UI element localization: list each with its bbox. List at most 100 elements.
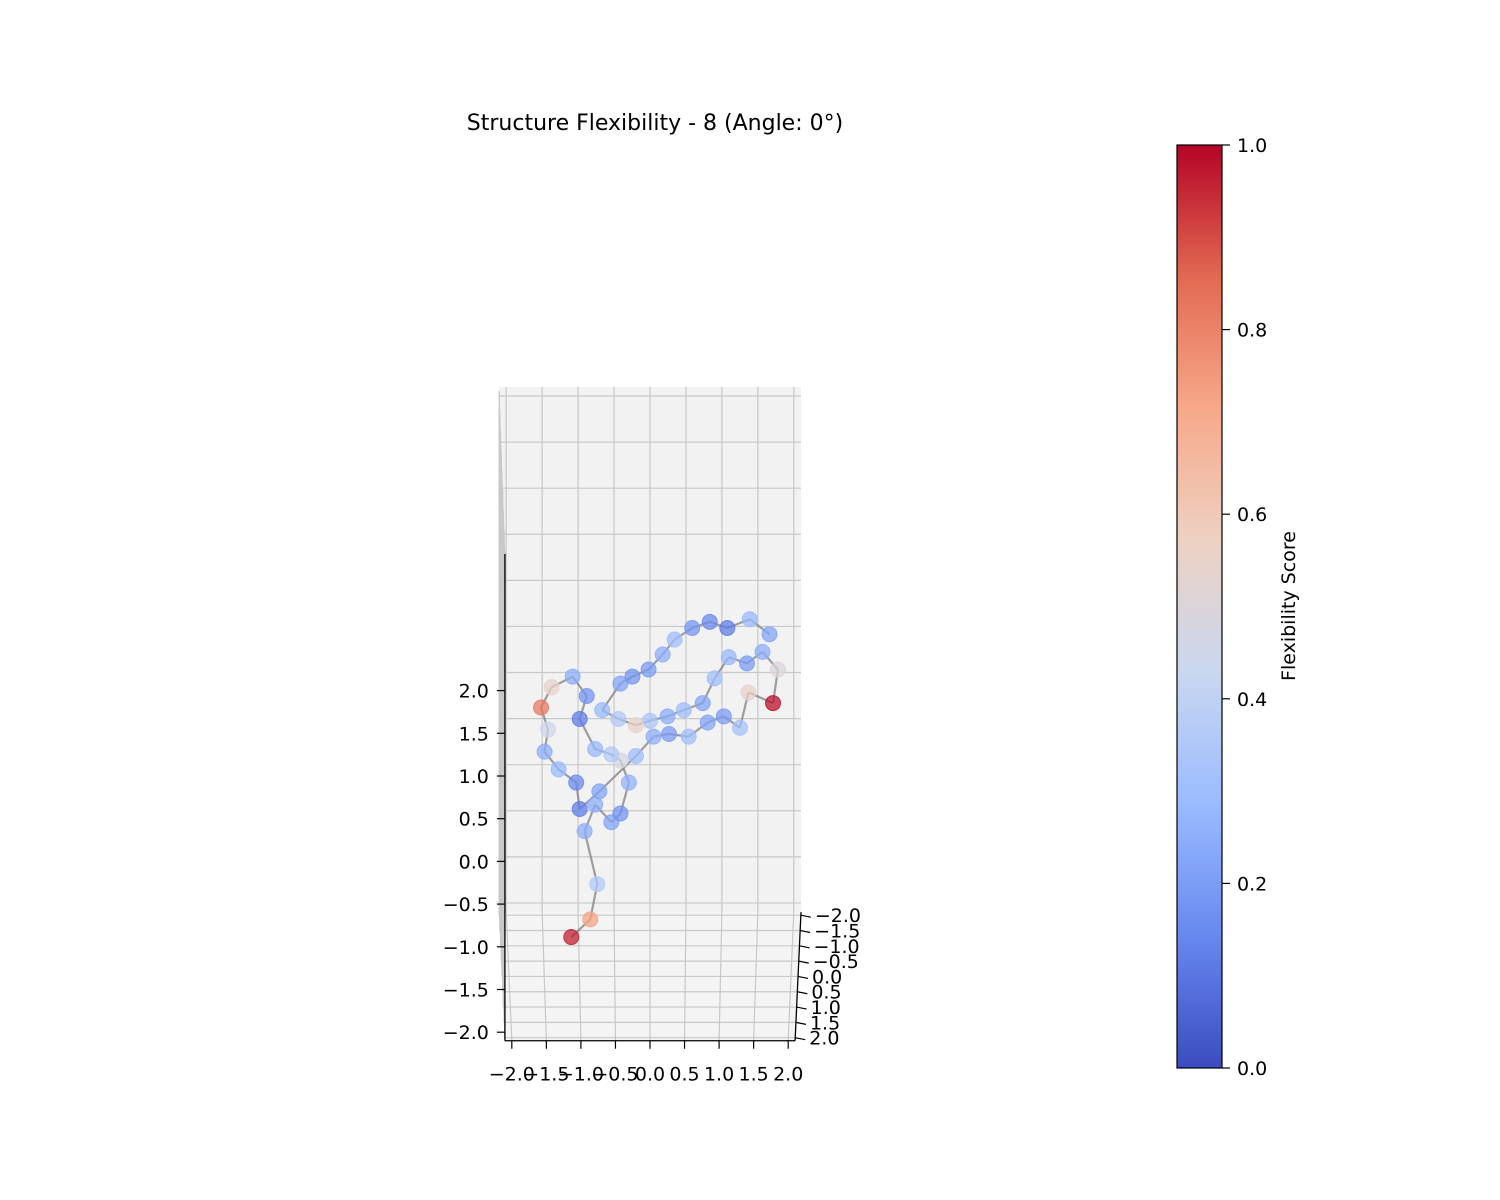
structure-point [769,661,786,678]
structure-point [731,719,748,736]
structure-point [761,626,778,643]
z-axis-ticks: −2.0 −1.5 −1.0 −0.5 0.0 0.5 1.0 1.5 2.0 [443,681,505,1044]
structure-point [720,649,737,666]
structure-point [765,695,782,712]
z-tick-label: 1.5 [459,723,489,745]
structure-point [578,688,595,705]
x-tick-label: 1.0 [704,1064,734,1086]
grid-line-z-left [498,718,506,862]
structure-point [587,740,604,757]
bond-line [598,755,637,793]
structure-point [699,714,716,731]
x-tick-label: 1.5 [739,1064,769,1086]
x-tick-label: −1.0 [558,1064,604,1086]
structure-point [739,655,756,672]
y-tick-mark [799,945,810,949]
z-tick-label: 1.0 [459,766,489,788]
structure-point [740,684,757,701]
y-tick-label: −0.5 [813,951,859,973]
colorbar-tick-label: 0.4 [1237,689,1267,711]
y-tick-label: 2.0 [809,1028,839,1050]
grid-line-z-left [498,764,506,905]
y-tick-mark [797,975,809,980]
structure-point [666,631,683,648]
colorbar-tick-label: 0.8 [1237,320,1267,342]
y-tick-mark [795,1037,806,1041]
grid-line-z-left [498,810,506,947]
grid-line-z-left [498,580,506,734]
bond-line [583,830,599,885]
x-tick-label: 0.0 [635,1064,665,1086]
z-tick-label: −1.0 [443,937,489,959]
colorbar-tick-label: 0.0 [1237,1058,1267,1080]
structure-point [533,699,550,716]
y-tick-mark [796,1006,807,1010]
structure-point [675,702,692,719]
structure-point [659,708,676,725]
structure-point [571,710,588,727]
z-tick-label: −0.5 [443,894,489,916]
y-tick-mark [795,1021,807,1025]
structure-point [701,613,718,630]
structure-point [543,679,560,696]
z-tick-label: 0.5 [459,809,489,831]
z-tick-label: 2.0 [459,681,489,703]
colorbar-ticks: 0.0 0.2 0.4 0.6 0.8 1.0 [1222,135,1267,1080]
structure-point [715,708,732,725]
grid-line-x-floor [718,912,723,1041]
structure-point [694,695,711,712]
structure-point [719,620,736,637]
colorbar-tick-label: 0.6 [1237,504,1267,526]
y-tick-label: 1.5 [810,1012,840,1034]
structure-point [654,646,671,663]
y-tick-label: 1.0 [811,997,841,1019]
y-tick-label: −1.5 [814,921,860,943]
x-tick-label: −1.5 [523,1064,569,1086]
structure-point [571,801,588,818]
grid-line-z-left [498,396,506,563]
structure-point [684,620,701,637]
y-tick-mark [800,929,811,934]
grid-line-z-left [498,672,506,819]
structure-point [536,743,553,760]
structure-point [603,746,620,763]
structure-point [645,728,662,745]
grid-lines [498,386,802,1041]
structure-point [540,721,557,738]
colorbar-gradient [1176,144,1223,1069]
x-tick-label: −2.0 [489,1064,535,1086]
grid-line-z-left [498,856,506,990]
structure-point [620,774,637,791]
colorbar: 0.0 0.2 0.4 0.6 0.8 1.0 Flexibility Score [1176,135,1300,1080]
structure-points [533,611,786,946]
y-tick-mark [800,914,811,918]
structure-point [550,761,567,778]
x-axis-ticks: −2.0−1.5−1.0−0.50.0 0.5 1.0 1.5 2.0 [489,1040,803,1086]
structure-point [612,805,629,822]
structure-point [741,611,758,628]
colorbar-label: Flexibility Score [1278,531,1300,681]
structure-point [591,783,608,800]
structure-point [612,675,629,692]
colorbar-tick-label: 0.2 [1237,873,1267,895]
structure-point [754,643,771,660]
grid-line-z-left [498,902,506,1033]
structure-point [680,728,697,745]
structure-point [564,668,581,685]
structure-point [576,823,593,840]
y-tick-mark [798,960,809,964]
z-tick-label: −1.5 [443,979,489,1001]
x-tick-label: −0.5 [592,1064,638,1086]
grid-line-z-left [498,534,506,691]
structure-point [627,717,644,734]
grid-line-z-left [498,626,506,777]
grid-line-z-left [498,488,506,648]
structure-point [642,712,658,729]
structure-point [587,796,604,813]
colorbar-tick-label: 1.0 [1237,135,1267,157]
z-tick-label: −2.0 [443,1022,489,1044]
structure-point [640,661,657,678]
y-tick-label: 0.5 [811,982,841,1004]
y-tick-mark [797,991,808,995]
structure-point [627,748,644,765]
